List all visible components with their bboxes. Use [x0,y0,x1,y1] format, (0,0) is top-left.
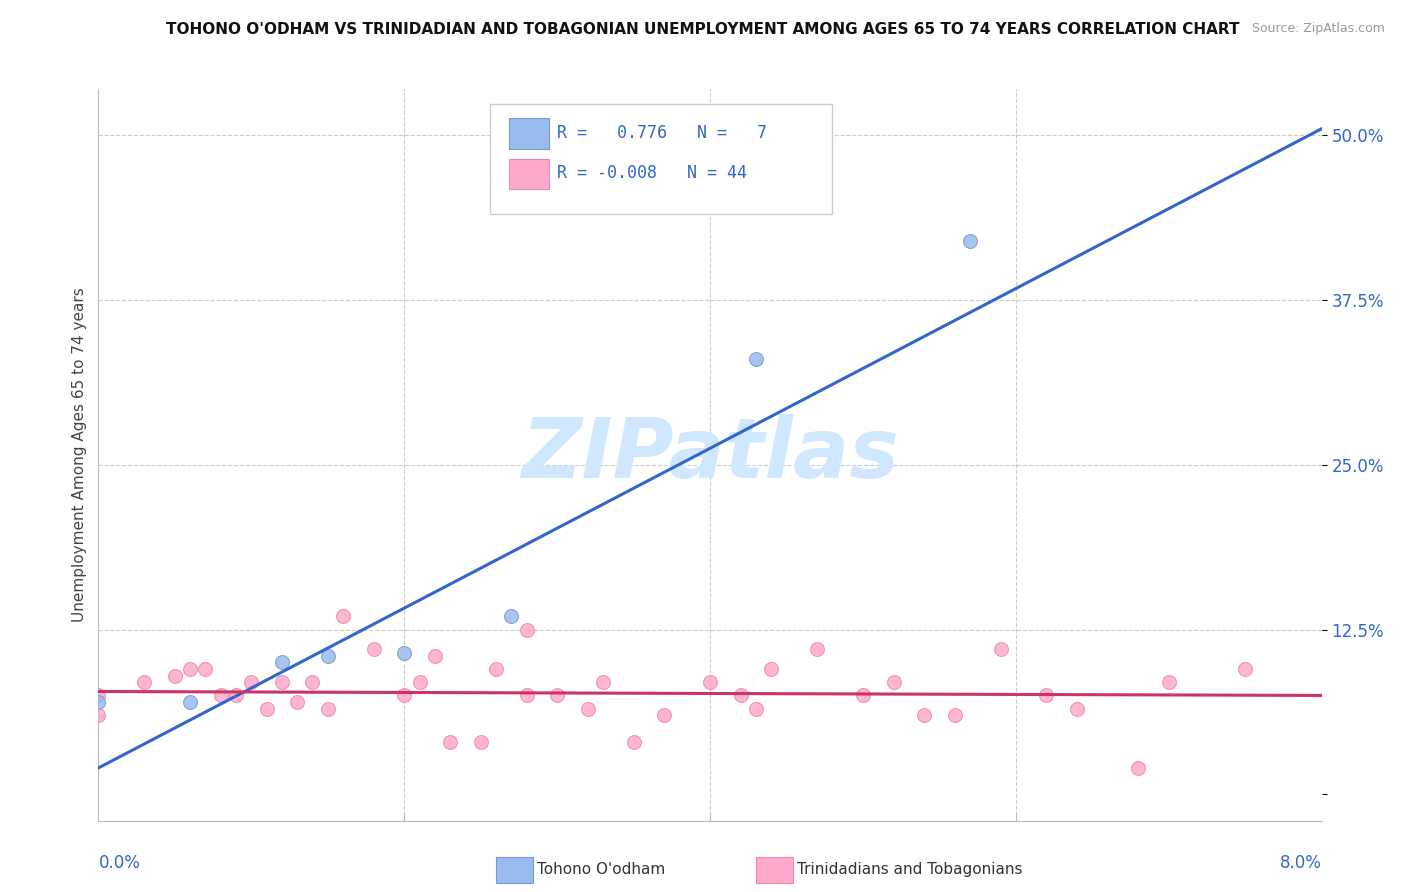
Point [270,675,294,690]
Point [699,675,721,690]
Point [745,352,768,367]
Text: ZIPatlas: ZIPatlas [522,415,898,495]
Point [179,662,201,676]
Point [1157,675,1180,690]
Point [912,708,935,723]
Point [623,734,645,748]
Point [576,701,599,715]
Point [285,695,308,709]
Point [959,234,981,248]
Point [990,642,1012,657]
Point [316,701,339,715]
Text: TOHONO O'ODHAM VS TRINIDADIAN AND TOBAGONIAN UNEMPLOYMENT AMONG AGES 65 TO 74 YE: TOHONO O'ODHAM VS TRINIDADIAN AND TOBAGO… [166,22,1240,37]
Point [943,708,966,723]
Point [1234,662,1257,676]
Text: Tohono O'odham: Tohono O'odham [537,863,665,877]
Text: Trinidadians and Tobagonians: Trinidadians and Tobagonians [797,863,1022,877]
Point [485,662,508,676]
Point [316,648,339,663]
Point [332,609,354,624]
Point [179,695,201,709]
Point [439,734,461,748]
Point [501,609,523,624]
Point [592,675,614,690]
Point [87,695,110,709]
Text: 8.0%: 8.0% [1279,854,1322,871]
Point [194,662,217,676]
Point [408,675,430,690]
Point [256,701,278,715]
Point [392,689,416,703]
Point [1128,761,1150,775]
Point [745,701,768,715]
Point [1035,689,1057,703]
Point [209,689,232,703]
Point [134,675,156,690]
Point [87,689,110,703]
Point [883,675,905,690]
Point [163,668,186,682]
Point [852,689,875,703]
Point [423,648,446,663]
Point [546,689,568,703]
FancyBboxPatch shape [509,119,548,149]
Point [363,642,385,657]
Point [806,642,828,657]
Point [730,689,752,703]
Point [1066,701,1088,715]
FancyBboxPatch shape [509,159,548,189]
Point [392,646,416,660]
Point [516,623,538,637]
Point [270,656,294,670]
FancyBboxPatch shape [489,103,832,213]
Point [240,675,263,690]
Point [516,689,538,703]
Point [759,662,782,676]
Point [87,708,110,723]
Point [652,708,675,723]
Y-axis label: Unemployment Among Ages 65 to 74 years: Unemployment Among Ages 65 to 74 years [72,287,87,623]
Text: 0.0%: 0.0% [98,854,141,871]
Text: Source: ZipAtlas.com: Source: ZipAtlas.com [1251,22,1385,36]
Text: R = -0.008   N = 44: R = -0.008 N = 44 [557,164,747,182]
Text: R =   0.776   N =   7: R = 0.776 N = 7 [557,124,768,142]
Point [225,689,247,703]
Point [301,675,323,690]
Point [470,734,492,748]
